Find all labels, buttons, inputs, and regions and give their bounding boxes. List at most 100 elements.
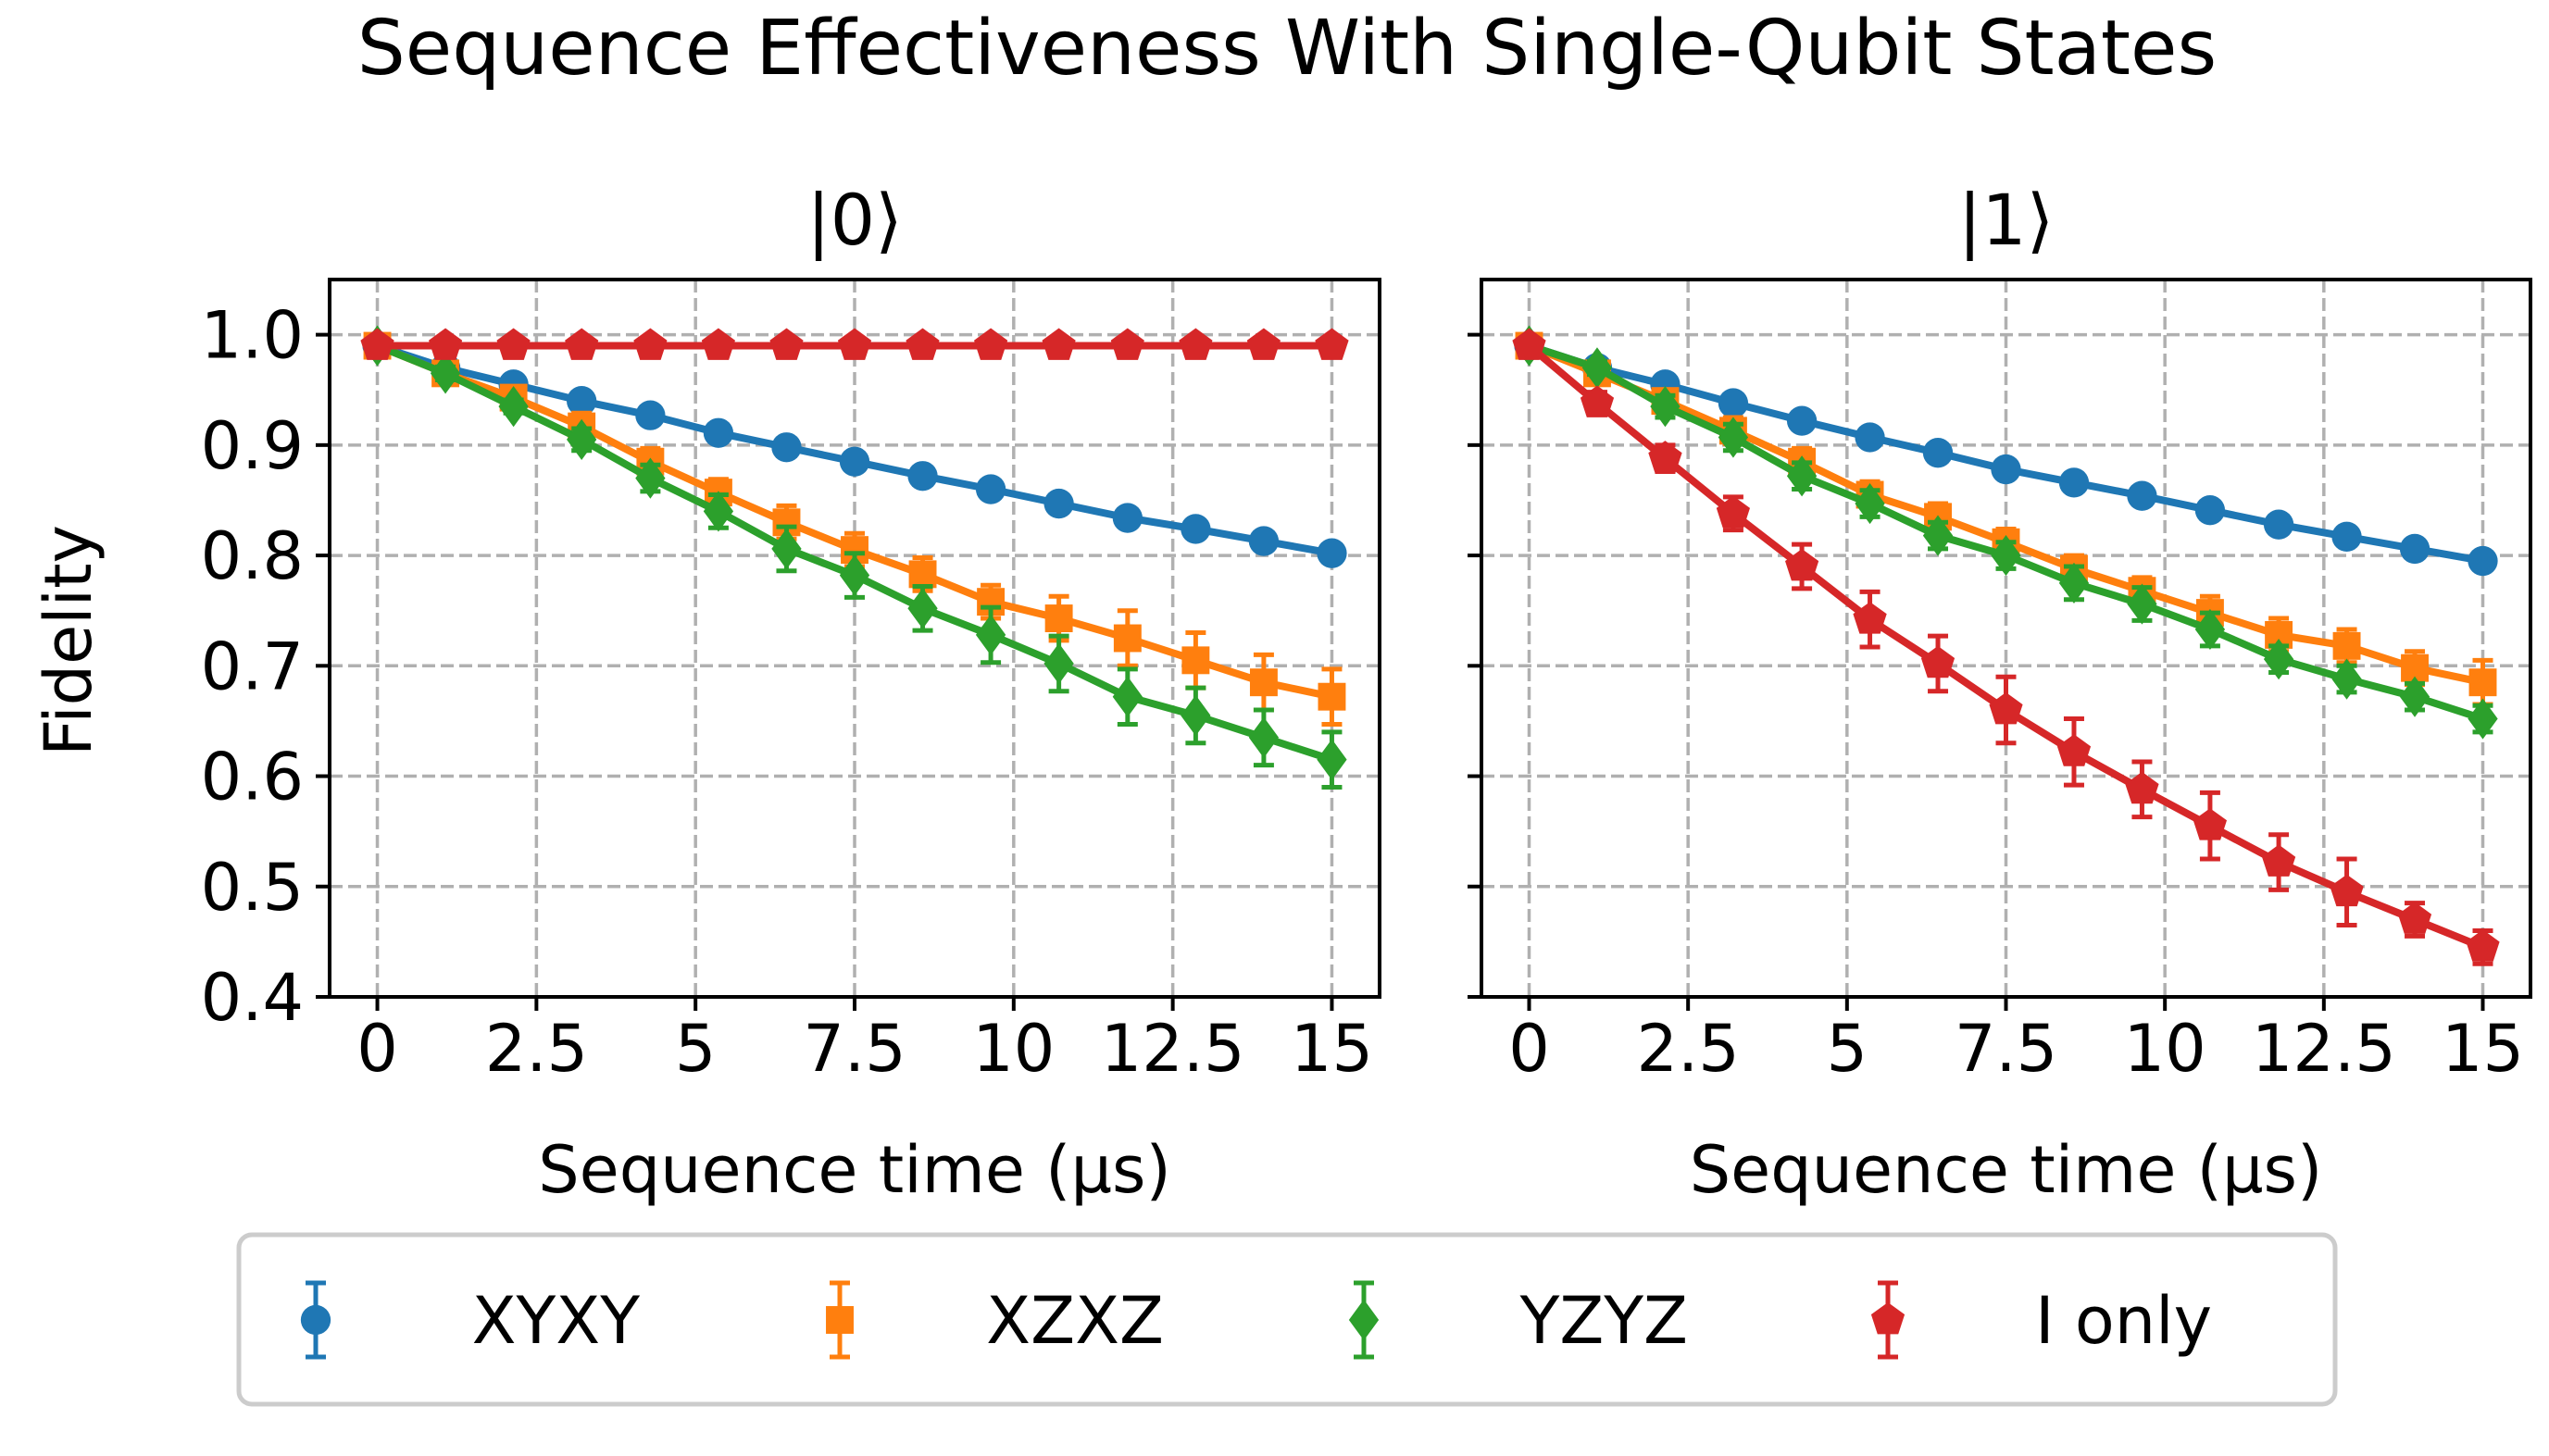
panel-title: |1⟩	[1958, 179, 2055, 262]
data-point	[1317, 739, 1347, 780]
data-point	[1786, 455, 1818, 497]
legend-entry-xyxy: XYXY	[300, 1280, 640, 1360]
data-point	[1249, 668, 1278, 697]
series-i-only	[360, 328, 1349, 360]
data-point	[2332, 631, 2361, 660]
data-point	[1853, 602, 1887, 634]
y-tick-label: 1.0	[201, 298, 304, 374]
data-point	[567, 418, 597, 460]
legend-marker	[1348, 1299, 1380, 1341]
data-point	[2468, 668, 2497, 697]
data-point	[2466, 929, 2500, 962]
legend-entry-yzyz: YZYZ	[1348, 1280, 1688, 1360]
panel-state-1: 0 2.5 5 7.5 10 12.5 15 |1⟩ Sequence time (µs)	[1468, 179, 2532, 1208]
y-tick-label: 0.8	[201, 518, 304, 594]
x-tick-label: 12.5	[2252, 1011, 2396, 1087]
legend-label: YZYZ	[1519, 1283, 1688, 1359]
data-point	[2058, 467, 2090, 498]
y-tick-label: 0.9	[201, 408, 304, 484]
x-axis-label: Sequence time (µs)	[1690, 1132, 2323, 1208]
series-yzyz	[362, 325, 1347, 790]
y-tick-label: 0.6	[201, 740, 304, 815]
legend: XYXY XZXZ YZYZ I only	[236, 1232, 2338, 1407]
panel-title: |0⟩	[806, 179, 903, 262]
legend-entry-i-only: I only	[1870, 1280, 2212, 1360]
data-point	[2399, 676, 2430, 717]
data-point	[429, 328, 463, 360]
x-tick-label: 2.5	[485, 1011, 588, 1087]
data-point	[1181, 694, 1211, 737]
data-point	[2397, 902, 2432, 934]
panel-state-0: 0 2.5 5 7.5 10 12.5 15 0.4 0.5 0.6 0.7 0.8 0.9 1.0 |0⟩…	[201, 179, 1381, 1208]
data-point	[839, 554, 870, 596]
data-point	[1580, 385, 1615, 417]
data-point	[1648, 441, 1682, 473]
y-tick-label: 0.7	[201, 628, 304, 704]
data-point	[1318, 682, 1346, 711]
series-i-only	[1512, 328, 2500, 966]
data-point	[1113, 624, 1142, 653]
x-tick-label: 7.5	[803, 1011, 906, 1087]
x-tick-label: 15	[2442, 1011, 2524, 1087]
data-point	[2193, 808, 2227, 840]
data-point	[1248, 526, 1280, 556]
data-point	[703, 491, 734, 532]
data-point	[1246, 328, 1281, 360]
chart-title: Sequence Effectiveness With Single-Qubit…	[357, 5, 2217, 93]
data-point	[1989, 692, 2023, 725]
data-point	[1922, 515, 1954, 556]
legend-marker	[1870, 1302, 1906, 1335]
data-point	[1043, 488, 1074, 519]
data-point	[1991, 454, 2021, 485]
data-point	[769, 328, 804, 360]
data-point	[1248, 716, 1280, 758]
data-point	[1855, 422, 1885, 453]
data-point	[1922, 438, 1954, 468]
legend-entry-xzxz: XZXZ	[826, 1280, 1164, 1360]
data-point	[1181, 514, 1211, 544]
x-tick-label: 7.5	[1955, 1011, 2057, 1087]
data-point	[975, 614, 1006, 656]
data-point	[2263, 639, 2294, 680]
data-point	[2263, 509, 2294, 540]
data-point	[360, 328, 394, 360]
data-point	[2468, 698, 2498, 740]
data-point	[635, 400, 666, 430]
data-point	[2194, 495, 2226, 526]
data-point	[1718, 388, 1749, 418]
data-point	[2399, 533, 2430, 565]
data-point	[1716, 495, 1750, 529]
data-point	[1650, 386, 1681, 428]
data-point	[1785, 549, 1819, 581]
x-tick-label: 0	[1508, 1011, 1550, 1087]
legend-label: I only	[2035, 1283, 2212, 1359]
data-point	[771, 528, 802, 570]
data-point	[1112, 676, 1143, 717]
data-point	[1317, 538, 1347, 568]
data-point	[1920, 645, 1955, 678]
data-point	[1110, 328, 1144, 360]
x-tick-label: 10	[972, 1011, 1055, 1087]
data-point	[907, 588, 938, 629]
x-tick-label: 5	[1827, 1011, 1868, 1087]
y-tick-label: 0.4	[201, 960, 304, 1036]
data-point	[2058, 562, 2090, 604]
data-point	[496, 328, 531, 360]
x-tick-label: 10	[2124, 1011, 2206, 1087]
data-point	[1112, 503, 1143, 533]
x-tick-label: 5	[675, 1011, 717, 1087]
data-point	[567, 386, 597, 417]
data-point	[1044, 604, 1073, 632]
legend-marker	[826, 1306, 854, 1334]
data-point	[974, 328, 1008, 360]
data-point	[565, 328, 599, 360]
data-point	[635, 457, 666, 499]
data-point	[1786, 405, 1818, 436]
data-point	[1043, 642, 1074, 685]
data-point	[2127, 480, 2157, 511]
x-tick-label: 0	[356, 1011, 398, 1087]
data-point	[907, 461, 938, 492]
legend-frame	[236, 1232, 2338, 1407]
x-tick-label: 12.5	[1101, 1011, 1245, 1087]
